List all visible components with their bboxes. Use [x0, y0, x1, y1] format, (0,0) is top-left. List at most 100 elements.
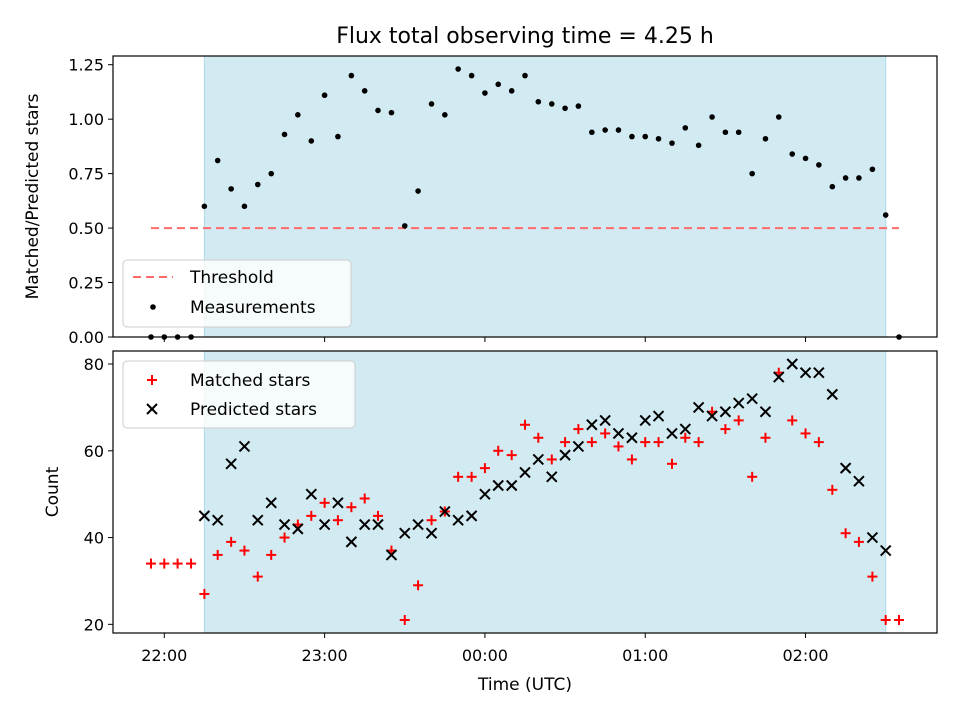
measurement-point [295, 112, 301, 118]
measurement-point [802, 155, 809, 162]
legend-predicted-swatch [146, 403, 158, 415]
measurement-point [348, 72, 355, 79]
predicted-star-point [265, 497, 277, 509]
ratio-plot-area [148, 66, 902, 340]
legend-predicted-label: Predicted stars [190, 400, 317, 420]
matched-star-point [640, 437, 651, 448]
measurement-point [201, 203, 208, 210]
measurement-point [709, 114, 715, 120]
predicted-star-point [292, 523, 304, 535]
predicted-star-point [839, 462, 852, 474]
matched-star-point [546, 454, 557, 465]
matched-star-point [372, 510, 383, 521]
matched-star-point [453, 471, 464, 482]
y-tick-label: 0.25 [68, 274, 104, 293]
x-tick-label: 22:00 [141, 646, 187, 665]
measurement-point [669, 140, 675, 146]
predicted-star-point [412, 518, 424, 531]
measurement-point [495, 81, 502, 88]
predicted-star-point [399, 527, 411, 539]
count-y-axis: 20 40 60 80 [84, 355, 113, 634]
matched-star-point [733, 415, 744, 426]
measurement-point [468, 72, 475, 79]
predicted-star-point [679, 423, 692, 435]
predicted-star-point [532, 453, 545, 466]
matched-star-point [466, 471, 477, 482]
measurement-point [442, 112, 448, 118]
matched-star-point [560, 437, 571, 448]
measurement-point [535, 98, 542, 105]
measurement-point [762, 135, 769, 142]
matched-star-point [626, 454, 637, 465]
measurement-point [335, 133, 341, 140]
predicted-star-point [225, 458, 237, 470]
legend-box [122, 259, 352, 328]
count-legend: Matched stars Predicted stars [122, 360, 356, 429]
predicted-star-point [813, 366, 825, 379]
measurement-point [375, 107, 381, 114]
predicted-star-point [719, 406, 732, 418]
matched-star-point [159, 558, 170, 569]
predicted-star-point [546, 471, 558, 483]
matched-star-point [306, 510, 317, 521]
measurement-point [401, 223, 408, 229]
measurement-point [522, 72, 528, 79]
predicted-star-point [586, 419, 598, 431]
predicted-star-point [732, 397, 745, 409]
measurement-point [642, 133, 649, 140]
predicted-star-point [519, 466, 531, 479]
matched-star-point [853, 536, 864, 547]
matched-star-point [800, 428, 811, 439]
y-tick-label: 60 [84, 442, 104, 461]
measurement-point [508, 88, 515, 94]
predicted-star-point [505, 479, 518, 492]
matched-star-point [479, 463, 490, 474]
legend-box [122, 360, 356, 429]
predicted-star-point [866, 531, 879, 544]
matched-star-point [573, 424, 584, 435]
count-y-axis-label: Count [43, 466, 63, 517]
predicted-star-point [652, 410, 665, 422]
y-tick-label: 0.50 [68, 219, 104, 238]
predicted-star-point [452, 514, 464, 526]
matched-star-point [747, 471, 758, 482]
measurement-point [682, 125, 689, 131]
matched-star-point [506, 450, 517, 461]
matched-star-point [813, 437, 824, 448]
y-tick-label: 0.00 [68, 328, 104, 347]
measurement-point [856, 175, 862, 181]
y-tick-label: 20 [84, 615, 104, 634]
predicted-star-point [826, 388, 839, 401]
measurement-point [615, 127, 622, 133]
ratio-plot-frame [112, 55, 938, 338]
matched-star-point [760, 432, 771, 443]
y-tick-label: 0.75 [68, 165, 104, 184]
matched-star-point [493, 445, 504, 456]
measurement-point [548, 101, 555, 107]
predicted-star-point [639, 414, 651, 427]
count-plot-frame [112, 350, 938, 634]
matched-star-point [787, 415, 798, 426]
x-tick-label: 01:00 [622, 646, 668, 665]
predicted-star-point [706, 410, 718, 422]
matched-star-point [720, 424, 731, 435]
matched-star-point [880, 614, 891, 625]
y-tick-label: 40 [84, 529, 104, 548]
x-tick-label: 23:00 [302, 646, 348, 665]
predicted-star-point [572, 440, 585, 453]
y-tick-label: 1.25 [68, 56, 104, 75]
measurement-point [241, 203, 248, 210]
ratio-panel: 0.00 0.25 0.50 0.75 1.00 1.25 Matched/Predict… [23, 55, 938, 347]
x-axis-label: Time (UTC) [477, 675, 572, 695]
predicted-star-point [439, 505, 451, 518]
predicted-star-point [345, 536, 358, 548]
matched-star-point [145, 558, 156, 569]
matched-star-point [239, 545, 250, 556]
predicted-star-point [666, 427, 678, 440]
x-tick-label: 00:00 [462, 646, 508, 665]
matched-star-point [172, 558, 183, 569]
predicted-star-point [318, 518, 331, 531]
measurement-point [281, 131, 288, 138]
measurement-point [321, 92, 328, 99]
measurement-point [869, 166, 876, 173]
